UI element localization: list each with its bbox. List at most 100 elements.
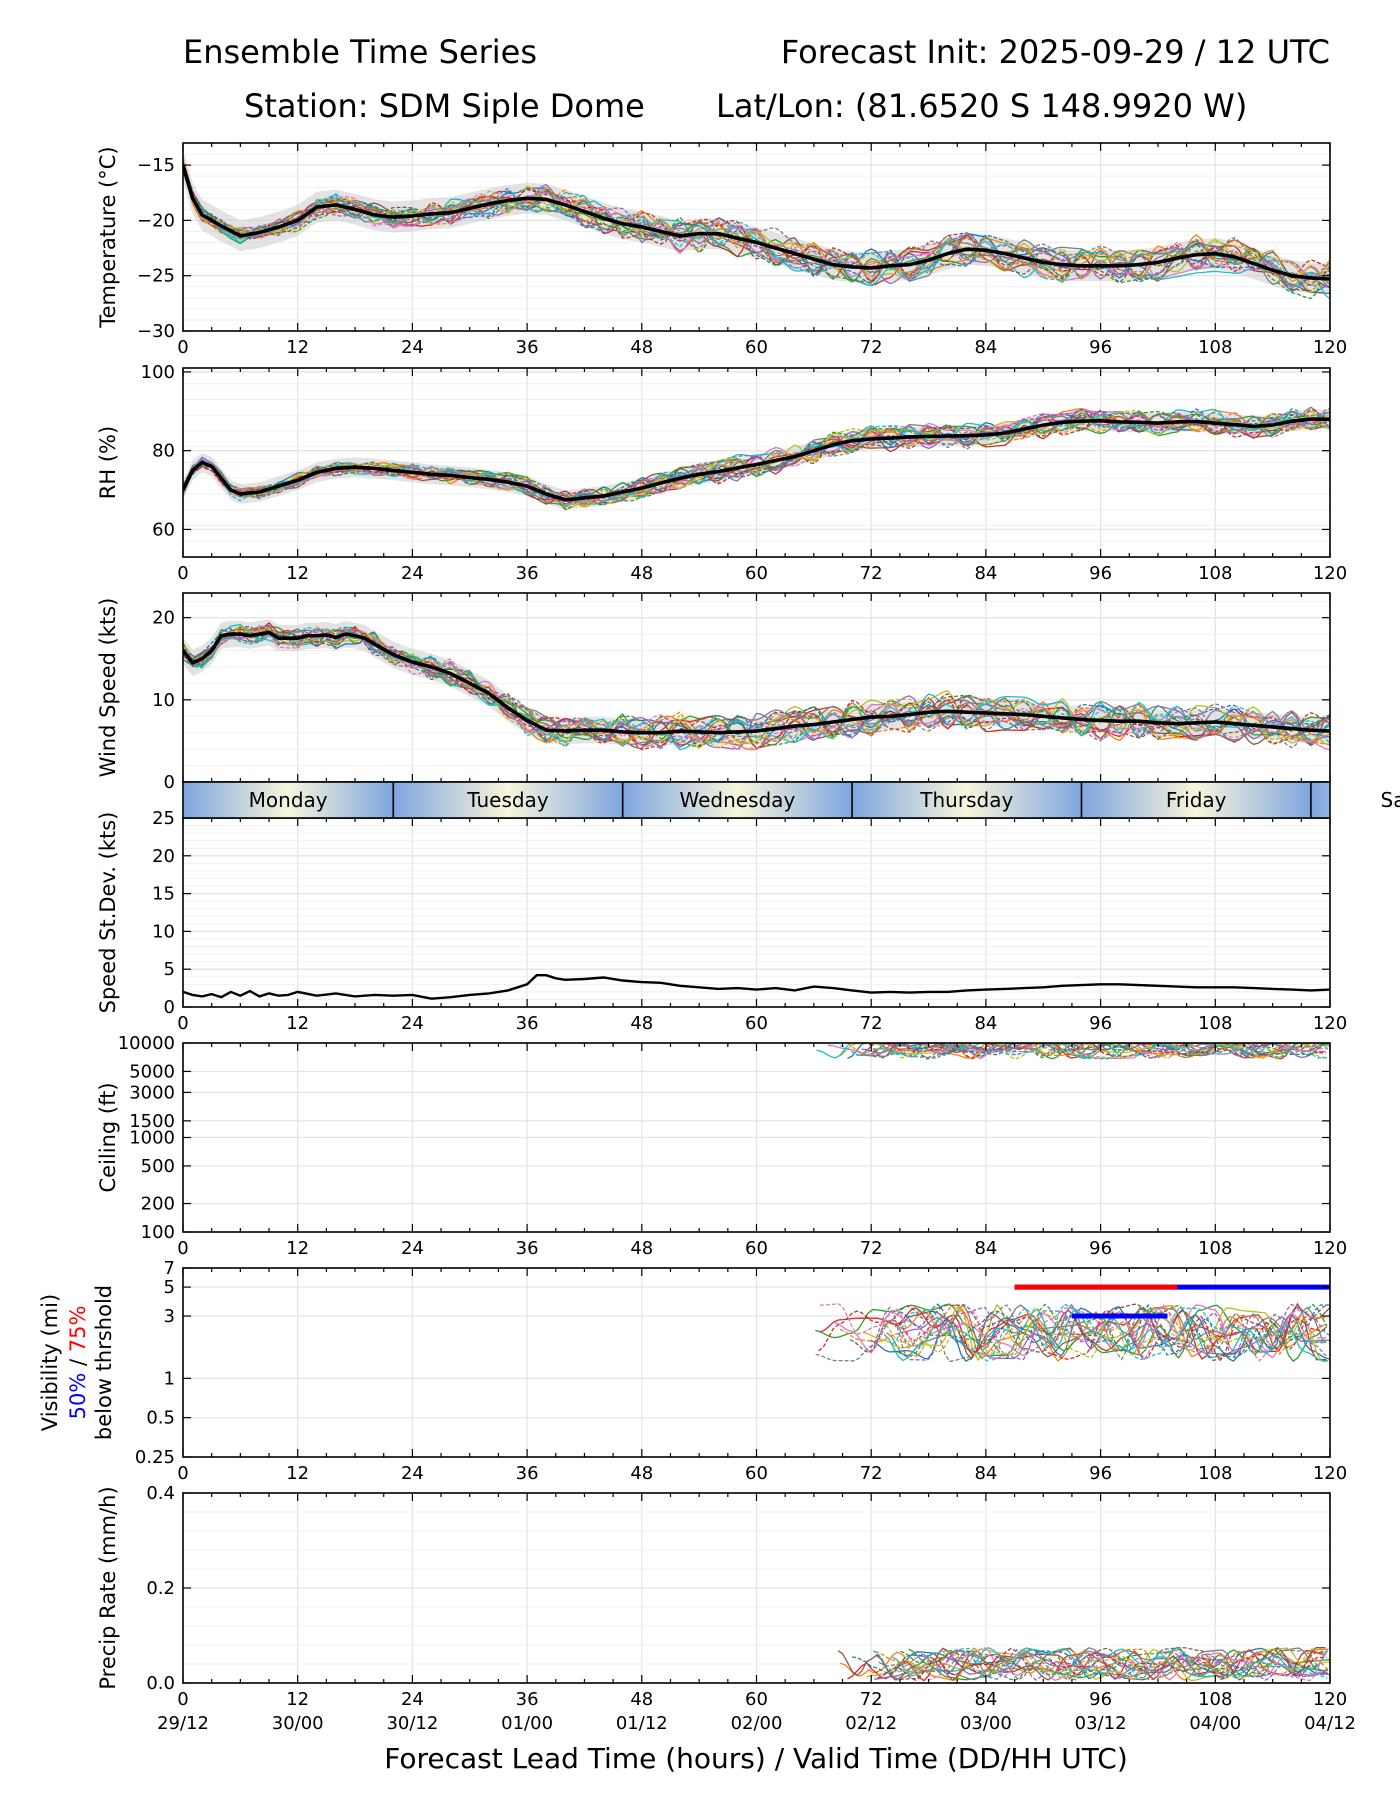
plot-area	[183, 974, 1330, 1000]
y-tick-label: 500	[141, 1156, 175, 1177]
x-tick-label: 36	[516, 1238, 539, 1259]
x-tick-label: 0	[177, 1238, 188, 1259]
grid	[182, 1042, 1331, 1233]
y-tick-label: 1500	[129, 1111, 175, 1132]
x-tick-label: 24	[401, 337, 424, 358]
x-tick-label: 60	[745, 1689, 768, 1710]
spread-band	[183, 149, 1330, 295]
y-ticks: 0.0 0.2 0.4	[146, 1483, 1330, 1694]
member-line	[183, 165, 1330, 294]
member-line	[849, 1303, 1329, 1362]
x-tick-label: 60	[745, 1013, 768, 1034]
x-tick-label: 96	[1089, 1013, 1112, 1034]
member-line	[892, 1646, 1328, 1680]
stdev-line	[183, 974, 1330, 1000]
valid-time-label: 30/00	[272, 1713, 324, 1734]
x-tick-label: 48	[630, 1463, 653, 1484]
y-axis-label: Speed St.Dev. (kts)	[96, 812, 120, 1014]
day-label: Wednesday	[679, 788, 795, 812]
member-line	[183, 407, 1330, 503]
x-tick-label: 36	[516, 563, 539, 584]
x-tick-label: 108	[1198, 1013, 1232, 1034]
x-tick-label: 24	[401, 1463, 424, 1484]
x-ticks: 0 12 24 36 48 60 72 84 96 108 120	[177, 818, 1347, 1034]
day-cell	[622, 782, 853, 818]
y-tick-label: 5	[164, 959, 175, 980]
y-tick-label: 7	[164, 1258, 175, 1279]
member-line	[852, 1647, 1326, 1679]
day-cell	[393, 782, 623, 818]
x-tick-label: 120	[1313, 337, 1347, 358]
day-strip-cells	[183, 782, 1330, 818]
y-tick-label: 1	[164, 1368, 175, 1389]
y-tick-label: 0.25	[135, 1447, 175, 1468]
x-ticks: 0 12 24 36 48 60 72 84 96 108 120	[177, 368, 1347, 584]
member-line	[900, 1650, 1326, 1681]
member-line	[183, 408, 1330, 508]
panel-rh: 0 12 24 36 48 60 72 84 96 108 120 60 80 100 RH (%)	[96, 362, 1347, 584]
x-tick-label: 96	[1089, 1463, 1112, 1484]
x-tick-label: 48	[630, 1238, 653, 1259]
plot-area	[837, 1646, 1330, 1682]
member-line	[884, 1649, 1330, 1681]
member-line	[183, 626, 1330, 749]
member-line	[839, 1304, 1328, 1358]
y-tick-label: 0.4	[146, 1483, 175, 1504]
x-tick-label: 0	[177, 563, 188, 584]
x-tick-label: 48	[630, 563, 653, 584]
member-line	[899, 1043, 1330, 1060]
mean-line	[183, 164, 1330, 281]
x-tick-label: 72	[860, 563, 883, 584]
member-line	[183, 169, 1330, 289]
x-tick-label: 60	[745, 337, 768, 358]
panel-precip: 0 12 24 36 48 60 72 84 96 108 120 29/12 30/00 30/12 01…	[96, 1483, 1356, 1734]
member-line	[860, 1043, 1329, 1060]
day-label: Monday	[249, 788, 328, 812]
x-tick-label: 96	[1089, 563, 1112, 584]
x-tick-label: 108	[1198, 1689, 1232, 1710]
x-tick-label: 120	[1313, 563, 1347, 584]
x-tick-label: 84	[974, 1238, 997, 1259]
x-tick-label: 60	[745, 1238, 768, 1259]
member-line	[183, 410, 1330, 505]
panel-visibility: 0 12 24 36 48 60 72 84 96 108 120 0.25 0.5 1 3 57 Visibi…	[38, 1258, 1347, 1484]
member-line	[920, 1648, 1328, 1681]
y-tick-label: 60	[152, 519, 175, 540]
pct-75: 75%	[66, 1306, 90, 1353]
day-cell	[1081, 782, 1311, 818]
x-ticks: 0 12 24 36 48 60 72 84 96 108 120	[177, 143, 1347, 358]
y-tick-label: 80	[152, 441, 175, 462]
x-tick-label: 0	[177, 1689, 188, 1710]
plot-area	[183, 619, 1330, 751]
y-tick-label: 100	[141, 362, 175, 383]
x-tick-label: 108	[1198, 337, 1232, 358]
grid	[182, 1267, 1331, 1458]
day-label: Thursday	[919, 788, 1013, 812]
x-tick-label: 96	[1089, 337, 1112, 358]
day-label: Saturday	[1381, 788, 1400, 812]
x-tick-label: 120	[1313, 1689, 1347, 1710]
valid-time-label: 01/12	[616, 1713, 668, 1734]
member-line	[863, 1043, 1328, 1059]
day-cell	[183, 782, 394, 818]
x-tick-label: 72	[860, 1013, 883, 1034]
panel-speed_stdev: 0 12 24 36 48 60 72 84 96 108 120 0 5 10 15 20 25 Speed S…	[96, 808, 1347, 1034]
x-tick-label: 72	[860, 1689, 883, 1710]
valid-time-label: 30/12	[386, 1713, 438, 1734]
spread-band	[183, 619, 1330, 746]
day-label: Friday	[1166, 788, 1227, 812]
member-line	[183, 623, 1330, 751]
x-tick-label: 48	[630, 1689, 653, 1710]
member-line	[183, 629, 1330, 748]
x-tick-label: 36	[516, 1463, 539, 1484]
y-tick-label: 0	[164, 772, 175, 793]
y-axis-label: Temperature (°C)	[96, 146, 120, 328]
member-line	[183, 409, 1330, 507]
member-line	[927, 1647, 1330, 1682]
y-tick-label: −30	[137, 321, 175, 342]
member-line	[183, 625, 1330, 750]
x-tick-label: 108	[1198, 563, 1232, 584]
y-ticks: 0 5 10 15 20 25	[152, 808, 1330, 1018]
x-tick-label: 24	[401, 563, 424, 584]
member-line	[906, 1043, 1328, 1056]
